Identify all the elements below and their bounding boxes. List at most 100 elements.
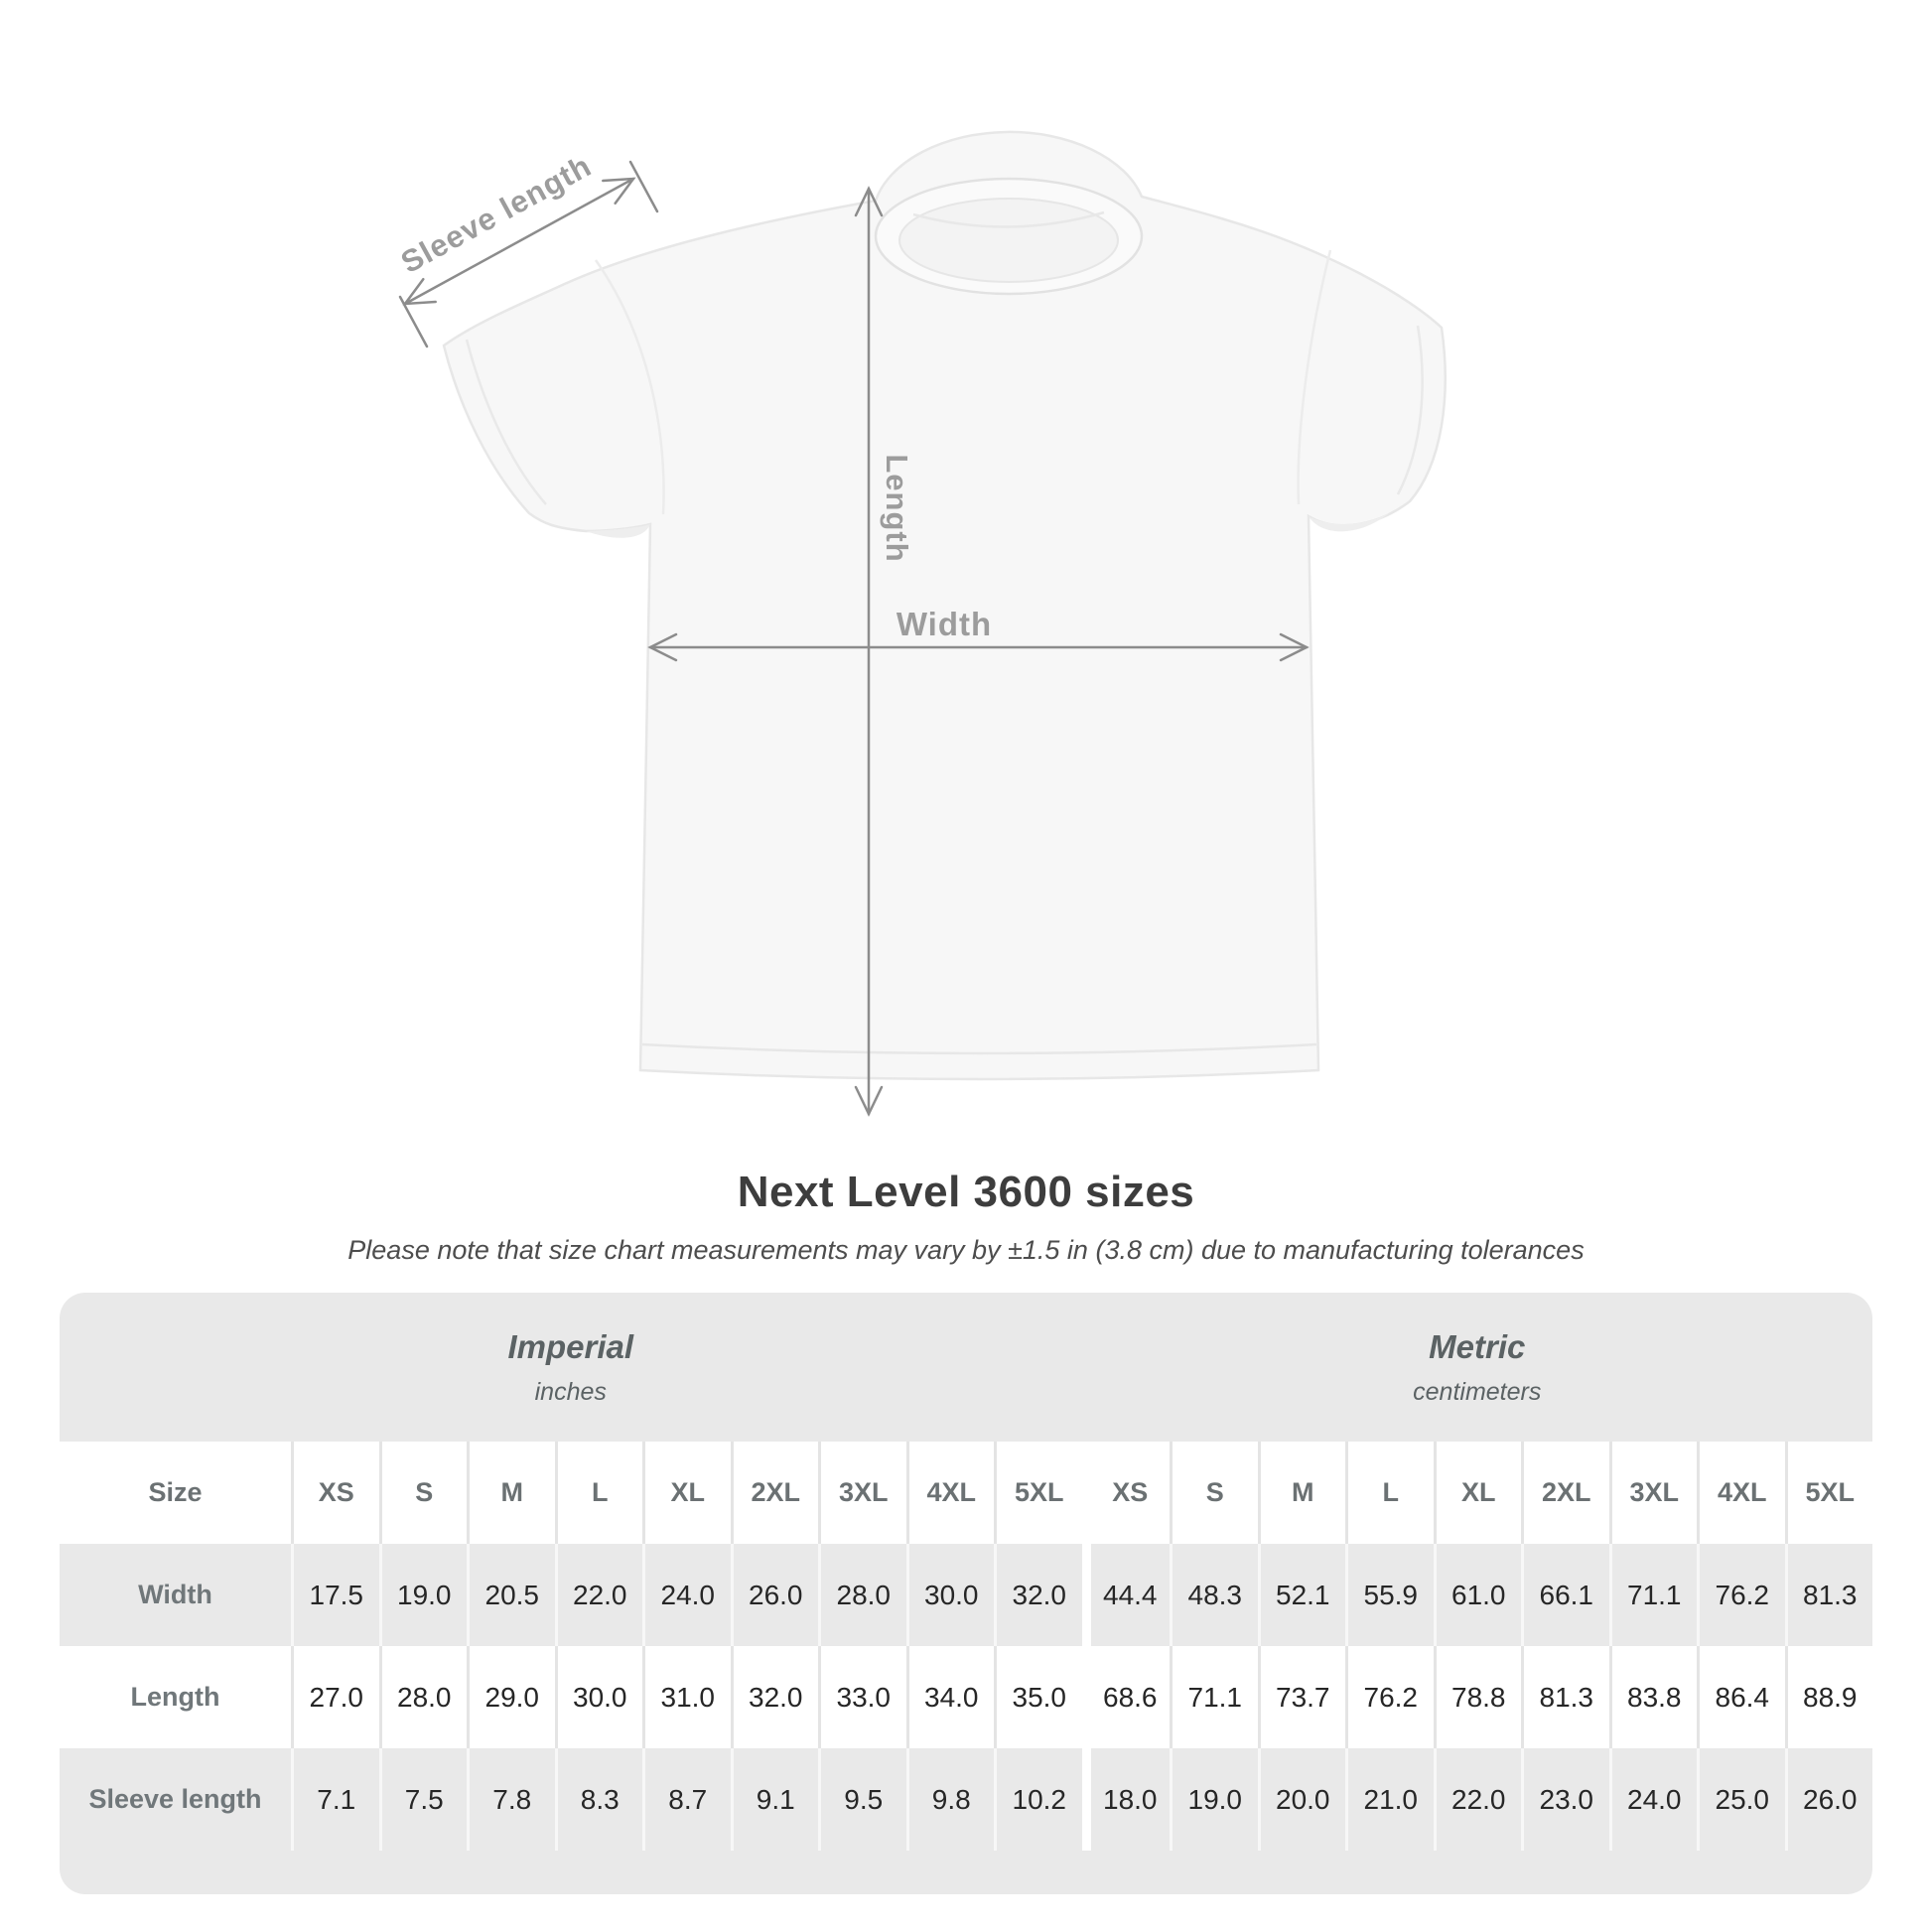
size-header-imperial-m: M: [467, 1442, 555, 1544]
tolerance-note: Please note that size chart measurements…: [347, 1235, 1585, 1265]
size-header-imperial-l: L: [554, 1442, 642, 1544]
left-armpit-shadow: [586, 524, 650, 538]
size-header-metric-s: S: [1170, 1442, 1258, 1544]
sleeve-length-metric-4xl-value: 25.0: [1697, 1748, 1785, 1851]
tshirt-illustration: [398, 130, 1447, 1117]
length-imperial-5xl-value: 35.0: [994, 1646, 1082, 1748]
width-row-label: Width: [138, 1580, 212, 1609]
width-imperial-3xl-value: 28.0: [818, 1544, 906, 1646]
width-imperial-l-value: 22.0: [554, 1544, 643, 1646]
right-sleeve-seam: [1297, 249, 1332, 505]
metric-group-header: Metric centimeters: [1082, 1293, 1873, 1442]
width-imperial-xs-value: 17.5: [291, 1544, 379, 1646]
width-imperial-4xl-value: 30.0: [905, 1544, 995, 1646]
sleeve-length-imperial-m-value: 7.8: [467, 1748, 555, 1851]
length-metric-2xl-value: 81.3: [1521, 1646, 1609, 1748]
size-column-header: Size: [60, 1442, 291, 1544]
width-imperial-s-value: 19.0: [378, 1544, 468, 1646]
length-imperial-2xl-value: 32.0: [730, 1646, 818, 1748]
width-metric-l-value: 55.9: [1345, 1544, 1434, 1646]
size-chart-grid: Size XS S M L XL 2XL 3XL 4XL 5XL XS S M L XL 2XL 3XL 4XL 5…: [60, 1442, 1872, 1851]
length-imperial-xs-value: 27.0: [291, 1646, 379, 1748]
size-header-metric-3xl: 3XL: [1608, 1442, 1697, 1544]
width-imperial-m-value: 20.5: [467, 1544, 555, 1646]
metric-group-name: Metric: [1429, 1327, 1526, 1365]
sleeve-length-arrow: [398, 160, 659, 348]
sleeve-arrow-end-tick: [628, 160, 659, 213]
sleeve-length-metric-5xl-value: 26.0: [1784, 1748, 1873, 1851]
size-header-metric-xs: XS: [1081, 1442, 1170, 1544]
right-armpit-shadow: [1309, 512, 1390, 532]
size-header-metric-xl: XL: [1433, 1442, 1521, 1544]
size-header-metric-l: L: [1345, 1442, 1434, 1544]
sleeve-length-imperial-s-value: 7.5: [378, 1748, 468, 1851]
length-metric-4xl-value: 86.4: [1697, 1646, 1785, 1748]
width-dimension-label: Width: [896, 606, 993, 642]
length-imperial-s-value: 28.0: [378, 1646, 467, 1748]
back-collar-line: [912, 210, 1105, 228]
tshirt-body: [442, 130, 1447, 1081]
right-sleeve-hem-stitch: [1396, 325, 1424, 495]
left-sleeve-seam: [594, 259, 665, 515]
sleeve-length-metric-3xl-value: 24.0: [1608, 1748, 1698, 1851]
imperial-group-unit: inches: [534, 1377, 607, 1406]
sleeve-length-imperial-2xl-value: 9.1: [730, 1748, 819, 1851]
sleeve-length-imperial-xs-value: 7.1: [291, 1748, 379, 1851]
size-header-imperial-xl: XL: [642, 1442, 731, 1544]
width-imperial-2xl-value: 26.0: [730, 1544, 819, 1646]
left-sleeve-hem-stitch: [465, 339, 547, 505]
imperial-group-header: Imperial inches: [60, 1293, 1082, 1442]
sleeve-length-metric-l-value: 21.0: [1345, 1748, 1434, 1851]
sleeve-length-imperial-4xl-value: 9.8: [905, 1748, 995, 1851]
width-metric-5xl-value: 81.3: [1784, 1544, 1873, 1646]
tshirt-diagram: Sleeve length Length Width: [395, 130, 1447, 1117]
sleeve-length-imperial-l-value: 8.3: [554, 1748, 643, 1851]
sleeve-length-imperial-xl-value: 8.7: [642, 1748, 731, 1851]
width-metric-xs-value: 44.4: [1081, 1544, 1171, 1646]
sleeve-length-metric-2xl-value: 23.0: [1521, 1748, 1609, 1851]
length-row-label: Length: [60, 1646, 291, 1748]
size-header-imperial-s: S: [378, 1442, 467, 1544]
length-dimension-label: Length: [880, 454, 914, 563]
width-imperial-xl-value: 24.0: [642, 1544, 731, 1646]
size-header-metric-m: M: [1257, 1442, 1345, 1544]
metric-group-unit: centimeters: [1413, 1377, 1542, 1406]
length-metric-s-value: 71.1: [1170, 1646, 1258, 1748]
sleeve-length-imperial-5xl-value: 10.2: [994, 1748, 1082, 1851]
width-metric-2xl-value: 66.1: [1521, 1544, 1609, 1646]
length-metric-3xl-value: 83.8: [1608, 1646, 1697, 1748]
length-imperial-xl-value: 31.0: [642, 1646, 731, 1748]
sleeve-length-metric-xl-value: 22.0: [1433, 1748, 1522, 1851]
size-chart-table: Imperial inches Metric centimeters Size X…: [60, 1293, 1872, 1894]
unit-group-header-row: Imperial inches Metric centimeters: [60, 1293, 1872, 1442]
page-title: Next Level 3600 sizes: [737, 1168, 1195, 1216]
width-metric-3xl-value: 71.1: [1608, 1544, 1698, 1646]
length-imperial-m-value: 29.0: [467, 1646, 555, 1748]
sleeve-length-metric-m-value: 20.0: [1257, 1748, 1346, 1851]
length-arrow: [854, 186, 884, 1117]
width-metric-s-value: 48.3: [1170, 1544, 1258, 1646]
width-metric-4xl-value: 76.2: [1697, 1544, 1785, 1646]
length-imperial-3xl-value: 33.0: [818, 1646, 906, 1748]
size-header-metric-2xl: 2XL: [1521, 1442, 1609, 1544]
width-arrow: [647, 632, 1310, 662]
length-metric-5xl-value: 88.9: [1784, 1646, 1872, 1748]
collar-opening: [898, 198, 1119, 283]
width-metric-xl-value: 61.0: [1433, 1544, 1522, 1646]
sleeve-length-metric-xs-value: 18.0: [1081, 1748, 1171, 1851]
length-metric-m-value: 73.7: [1257, 1646, 1345, 1748]
length-metric-xl-value: 78.8: [1433, 1646, 1521, 1748]
sleeve-length-imperial-3xl-value: 9.5: [818, 1748, 906, 1851]
size-header-imperial-3xl: 3XL: [818, 1442, 906, 1544]
sleeve-length-row-label: Sleeve length: [88, 1784, 262, 1814]
length-metric-l-value: 76.2: [1345, 1646, 1434, 1748]
size-header-imperial-xs: XS: [291, 1442, 379, 1544]
width-metric-m-value: 52.1: [1257, 1544, 1346, 1646]
imperial-group-name: Imperial: [507, 1327, 634, 1365]
bottom-hem-stitch: [641, 1042, 1317, 1055]
sleeve-arrow-start-tick: [398, 295, 429, 348]
size-header-imperial-5xl: 5XL: [994, 1442, 1082, 1544]
width-imperial-5xl-value: 32.0: [994, 1544, 1082, 1646]
size-header-imperial-2xl: 2XL: [730, 1442, 818, 1544]
